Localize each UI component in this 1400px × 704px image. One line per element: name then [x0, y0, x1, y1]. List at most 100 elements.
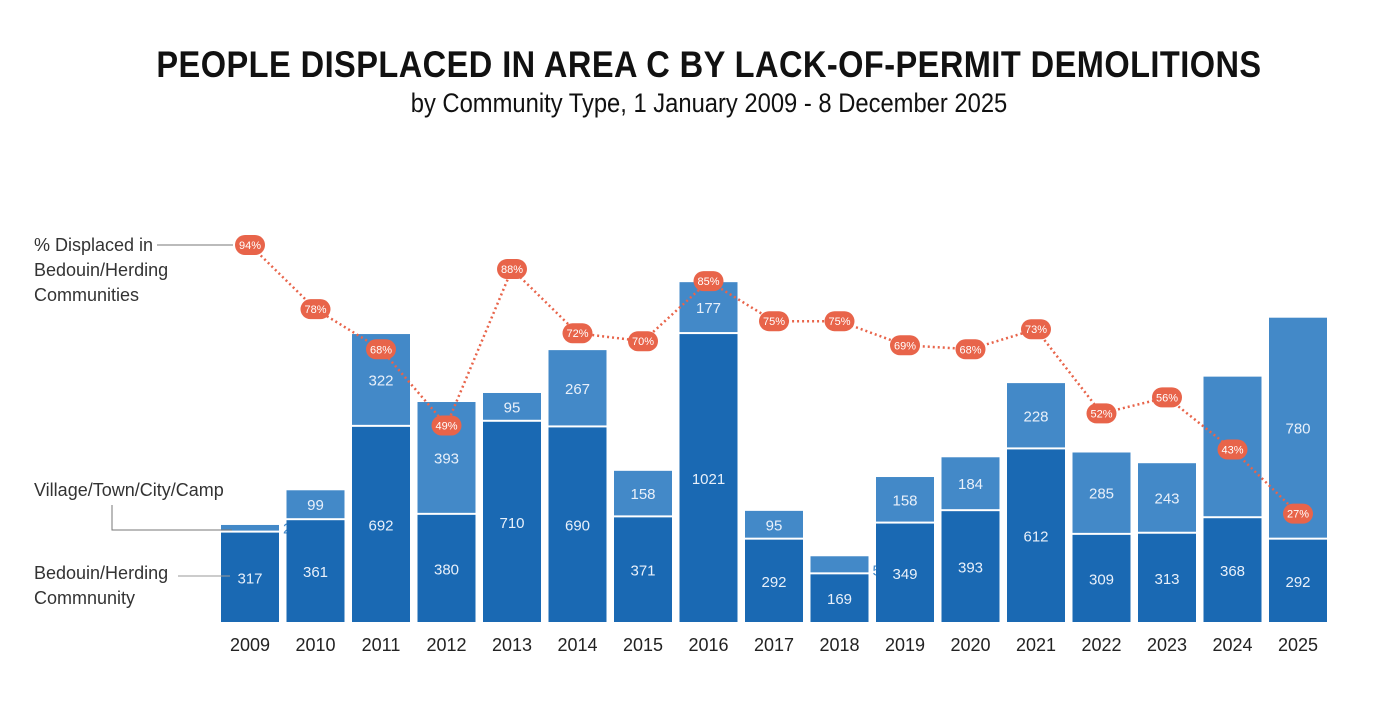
- percent-label: 85%: [697, 276, 719, 288]
- bar-village: [745, 510, 803, 538]
- bar-bedouin: [1269, 539, 1327, 622]
- percent-label: 75%: [763, 316, 785, 328]
- bar-label-bedouin: 371: [630, 563, 655, 580]
- bar-label-village: 322: [368, 372, 393, 389]
- bar-bedouin: [745, 539, 803, 622]
- bar-village: [1072, 452, 1131, 533]
- x-tick-label: 2011: [362, 635, 401, 655]
- bar-bedouin: [810, 574, 869, 622]
- bar-bedouin: [417, 514, 476, 622]
- chart-subtitle: by Community Type, 1 January 2009 - 8 De…: [410, 88, 1008, 118]
- percent-marker: [693, 271, 724, 292]
- bar-label-bedouin: 692: [368, 517, 393, 534]
- percent-label: 56%: [1156, 392, 1178, 404]
- x-tick-label: 2016: [688, 635, 728, 655]
- percent-marker: [235, 235, 265, 255]
- bar-bedouin: [614, 517, 672, 622]
- x-tick-label: 2018: [819, 635, 859, 655]
- bar-label-village: 184: [958, 476, 983, 493]
- percent-marker: [366, 339, 396, 360]
- bar-label-village: 285: [1089, 486, 1114, 503]
- percent-marker: [890, 335, 920, 356]
- bar-bedouin: [679, 334, 738, 622]
- bar-label-bedouin: 313: [1154, 571, 1179, 588]
- percent-marker: [1152, 387, 1182, 408]
- bar-village: [286, 490, 345, 519]
- bar-label-bedouin: 309: [1089, 571, 1114, 588]
- bar-label-bedouin: 393: [958, 560, 983, 577]
- legend-line-label: Bedouin/Herding: [34, 260, 168, 280]
- bar-village: [1007, 383, 1065, 448]
- bar-bedouin: [483, 421, 541, 622]
- chart-title: PEOPLE DISPLACED IN AREA C BY LACK-OF-PE…: [156, 44, 1262, 85]
- bar-bedouin: [1203, 518, 1262, 622]
- bar-label-bedouin: 317: [237, 570, 262, 587]
- percent-label: 73%: [1025, 324, 1047, 336]
- legend-village-label: Village/Town/City/Camp: [34, 480, 224, 500]
- bar-village: [1269, 317, 1327, 538]
- x-tick-label: 2020: [950, 635, 990, 655]
- bar-label-bedouin: 292: [761, 574, 786, 591]
- bar-label-village: 158: [892, 492, 917, 509]
- bar-label-bedouin: 169: [827, 591, 852, 608]
- bar-village: [483, 392, 541, 420]
- percent-marker: [824, 311, 855, 332]
- bar-village: [614, 470, 672, 516]
- bar-label-village: 99: [307, 497, 324, 514]
- x-tick-label: 2012: [426, 635, 466, 655]
- percent-marker: [628, 331, 658, 352]
- bar-label-bedouin: 361: [303, 564, 328, 581]
- legend-line-label: Communities: [34, 285, 139, 305]
- bar-label-village: 267: [565, 381, 590, 398]
- bar-label-village: 228: [1023, 408, 1048, 425]
- bar-label-village: 780: [1285, 421, 1310, 438]
- x-tick-label: 2014: [557, 635, 597, 655]
- bar-village: [876, 477, 934, 522]
- percent-label: 69%: [894, 340, 916, 352]
- percent-marker: [1283, 503, 1313, 524]
- bar-bedouin: [1007, 449, 1065, 622]
- x-tick-label: 2025: [1278, 635, 1318, 655]
- percent-label: 27%: [1287, 509, 1309, 521]
- bar-label-village: 95: [766, 517, 783, 534]
- percent-marker: [562, 323, 593, 344]
- x-tick-label: 2022: [1081, 635, 1121, 655]
- bar-label-bedouin: 380: [434, 561, 459, 578]
- bar-label-village: 393: [434, 450, 459, 467]
- bar-village: [548, 350, 607, 426]
- legend-leader: [111, 505, 232, 531]
- bar-village: [941, 457, 1000, 510]
- bar-label-bedouin: 349: [892, 566, 917, 583]
- bar-bedouin: [876, 523, 934, 622]
- percent-label: 43%: [1221, 445, 1243, 457]
- percent-marker: [497, 259, 527, 280]
- x-tick-label: 2010: [295, 635, 335, 655]
- percent-label: 94%: [239, 240, 261, 252]
- percent-marker: [1021, 319, 1051, 340]
- bar-label-village: 158: [630, 486, 655, 503]
- legend-bedouin-label: Commnunity: [34, 588, 135, 608]
- bar-bedouin: [1072, 534, 1131, 622]
- percent-marker: [955, 339, 986, 360]
- bar-label-bedouin: 710: [499, 515, 524, 532]
- percent-label: 78%: [304, 304, 326, 316]
- percent-label: 88%: [501, 264, 523, 276]
- bar-bedouin: [352, 426, 410, 622]
- x-tick-label: 2015: [623, 635, 663, 655]
- bar-label-bedouin: 368: [1220, 563, 1245, 580]
- bar-bedouin: [221, 532, 279, 622]
- percent-marker: [1086, 403, 1117, 424]
- percent-label: 49%: [435, 420, 457, 432]
- bar-label-bedouin: 292: [1285, 574, 1310, 591]
- percent-label: 68%: [370, 344, 392, 356]
- bar-village: [1138, 463, 1196, 532]
- bar-bedouin: [941, 511, 1000, 622]
- bar-bedouin: [1138, 533, 1196, 622]
- x-tick-label: 2017: [754, 635, 794, 655]
- bar-label-village: 243: [1154, 490, 1179, 507]
- bar-label-village: 95: [504, 399, 521, 416]
- percent-marker: [759, 311, 789, 332]
- bar-label-bedouin: 690: [565, 518, 590, 535]
- bar-label-bedouin: 1021: [692, 471, 725, 488]
